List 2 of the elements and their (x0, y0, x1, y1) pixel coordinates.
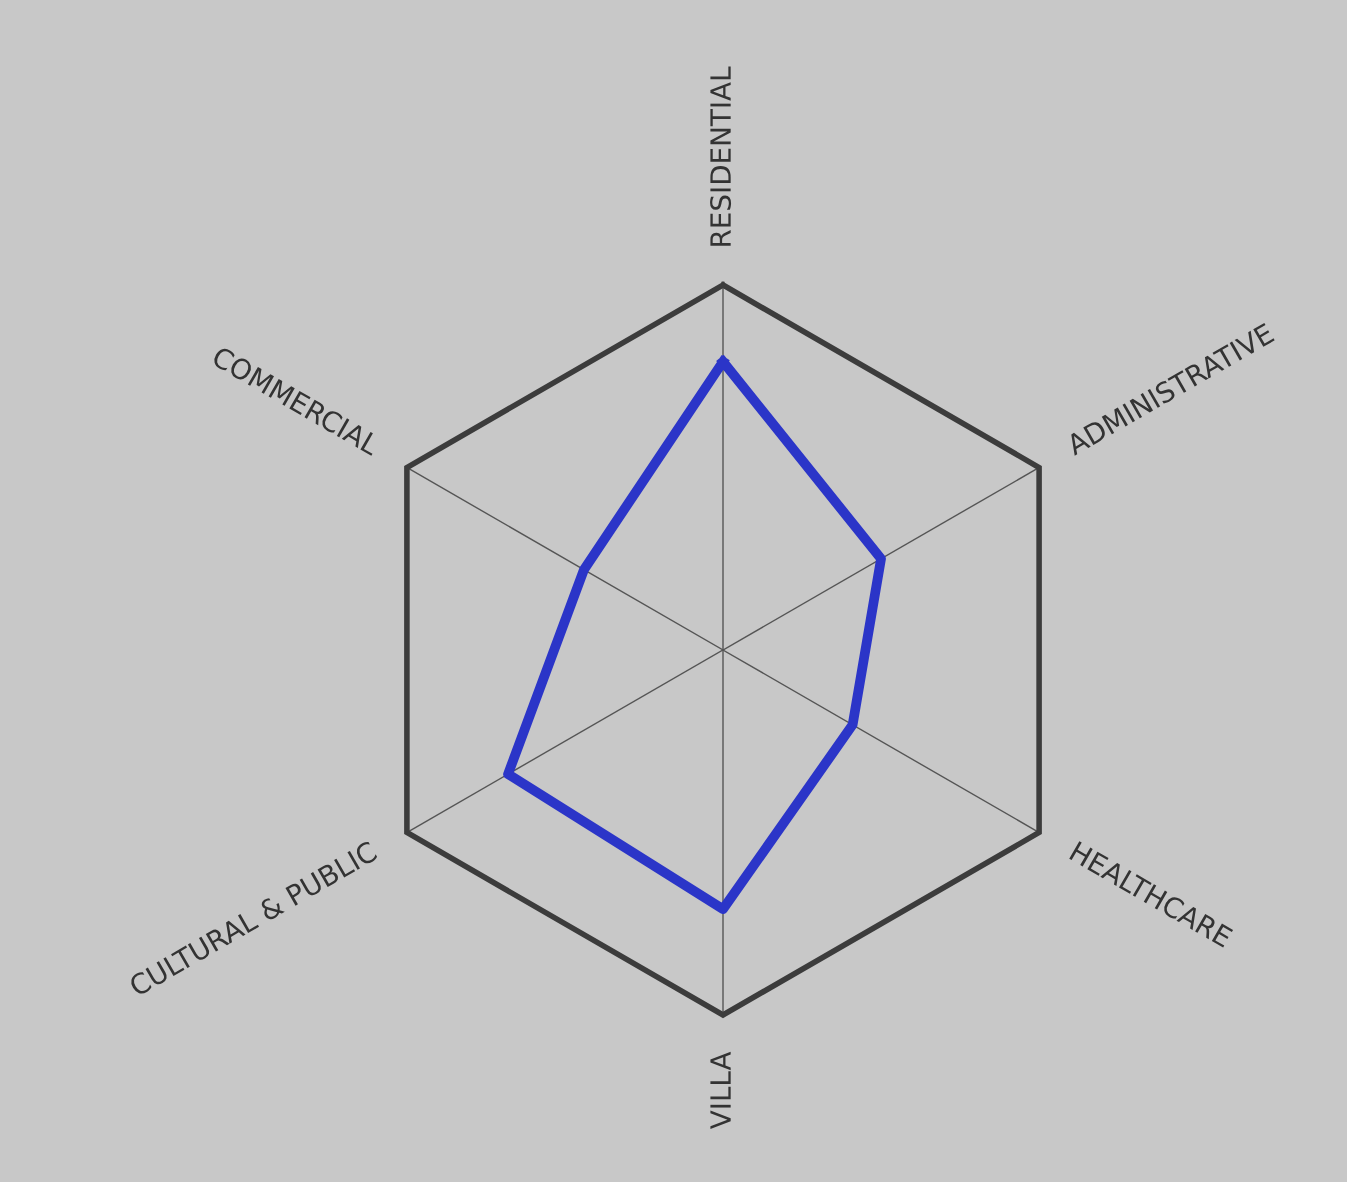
spoke-label: VILLA (710, 1051, 731, 1130)
spoke-label: RESIDENTIAL (710, 66, 732, 246)
